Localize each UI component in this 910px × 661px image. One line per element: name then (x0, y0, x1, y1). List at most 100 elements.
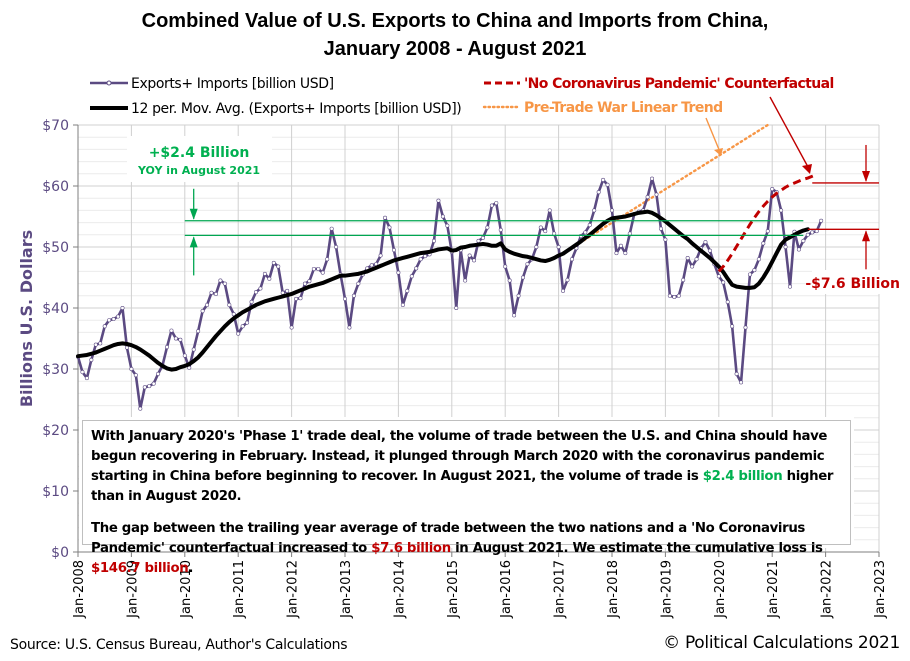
data-point (169, 328, 174, 333)
x-tick-label: Jan-2008 (72, 560, 87, 619)
data-point (436, 198, 441, 203)
data-point (730, 324, 735, 329)
data-point (721, 280, 726, 285)
data-point (587, 223, 592, 228)
annotations-layer: +$2.4 Billion YOY in August 2021 -$7.6 Bil… (127, 96, 908, 294)
chart-title-line1: Combined Value of U.S. Exports to China … (141, 10, 769, 32)
data-point (320, 270, 325, 275)
data-point (476, 238, 481, 243)
data-point (329, 226, 334, 231)
data-point (311, 266, 316, 271)
data-point (440, 214, 445, 219)
data-point (165, 345, 170, 350)
data-point (142, 385, 147, 390)
x-tick-label: Jan-2021 (766, 560, 781, 619)
data-point (378, 253, 383, 258)
data-point (756, 257, 761, 262)
data-point (245, 320, 250, 325)
data-point (334, 245, 339, 250)
series-layer (76, 123, 824, 411)
data-point (520, 275, 525, 280)
data-point (516, 293, 521, 298)
data-point (747, 272, 752, 277)
gap-value-label: -$7.6 Billion (805, 276, 900, 292)
yoy-sub-label: YOY in August 2021 (137, 164, 260, 177)
data-point (383, 215, 388, 220)
x-tick-label: Jan-2022 (820, 560, 835, 619)
data-point (761, 241, 766, 246)
data-point (267, 276, 272, 281)
commentary-paragraph-2: The gap between the trailing year averag… (91, 521, 823, 576)
x-tick-label: Jan-2012 (286, 560, 301, 619)
data-point (89, 357, 94, 362)
arrow-head-icon (862, 170, 870, 182)
data-point (307, 279, 312, 284)
data-point (650, 176, 655, 181)
x-tick-label: Jan-2015 (446, 560, 461, 619)
data-point (342, 296, 347, 301)
data-point (369, 263, 374, 268)
data-point (93, 342, 98, 347)
commentary-paragraph-1: With January 2020's 'Phase 1' trade deal… (91, 429, 834, 504)
copyright-note: © Political Calculations 2021 (663, 633, 900, 653)
x-tick-label: Jan-2016 (499, 560, 514, 619)
trend-pointer-arrow (705, 117, 721, 153)
data-point (556, 245, 561, 250)
cumulative-loss-highlight: $146.7 billion (91, 561, 189, 576)
x-tick-label: Jan-2023 (873, 560, 888, 619)
data-point (325, 257, 330, 262)
data-point (739, 380, 744, 385)
arrow-head-icon (189, 236, 198, 248)
series-moving-average (76, 209, 810, 372)
data-point (302, 281, 307, 286)
data-point (645, 194, 650, 199)
y-tick-label: $40 (42, 301, 69, 317)
data-point (129, 366, 134, 371)
x-tick-label: Jan-2010 (179, 560, 194, 619)
data-point (182, 353, 187, 358)
y-tick-label: $50 (42, 240, 69, 256)
data-point (623, 251, 628, 256)
source-note: Source: U.S. Census Bureau, Author's Cal… (10, 637, 348, 653)
data-point (779, 208, 784, 213)
legend-marker (106, 80, 112, 86)
data-point (213, 291, 218, 296)
data-point (289, 325, 294, 330)
data-point (173, 336, 178, 341)
yoy-label-bg (127, 136, 272, 182)
data-point (298, 296, 303, 301)
data-point (819, 218, 824, 223)
data-point (387, 225, 392, 230)
data-point (609, 208, 614, 213)
data-point (405, 288, 410, 293)
x-tick-label: Jan-2014 (392, 560, 407, 619)
x-tick-label: Jan-2020 (713, 560, 728, 619)
data-point (583, 230, 588, 235)
x-tick-label: Jan-2013 (339, 560, 354, 619)
data-point (356, 281, 361, 286)
data-point (525, 262, 530, 267)
data-point (418, 257, 423, 262)
data-point (231, 312, 236, 317)
data-point (534, 245, 539, 250)
data-point (147, 384, 152, 389)
data-point (138, 406, 143, 411)
legend: Exports+ Imports [billion USD] 12 per. Mo… (90, 76, 834, 117)
data-point (227, 302, 232, 307)
data-point (351, 293, 356, 298)
data-point (178, 337, 183, 342)
data-point (218, 278, 223, 283)
data-point (618, 243, 623, 248)
yoy-highlight: $2.4 billion (702, 469, 783, 484)
arrow-head-icon (714, 148, 723, 156)
x-tick-label: Jan-2018 (606, 560, 621, 619)
data-point (614, 251, 619, 256)
gap-label-bg (812, 270, 908, 294)
data-point (681, 277, 686, 282)
data-point (494, 201, 499, 206)
data-point (676, 293, 681, 298)
data-point (431, 238, 436, 243)
data-point (391, 248, 396, 253)
data-point (783, 245, 788, 250)
data-point (205, 302, 210, 307)
